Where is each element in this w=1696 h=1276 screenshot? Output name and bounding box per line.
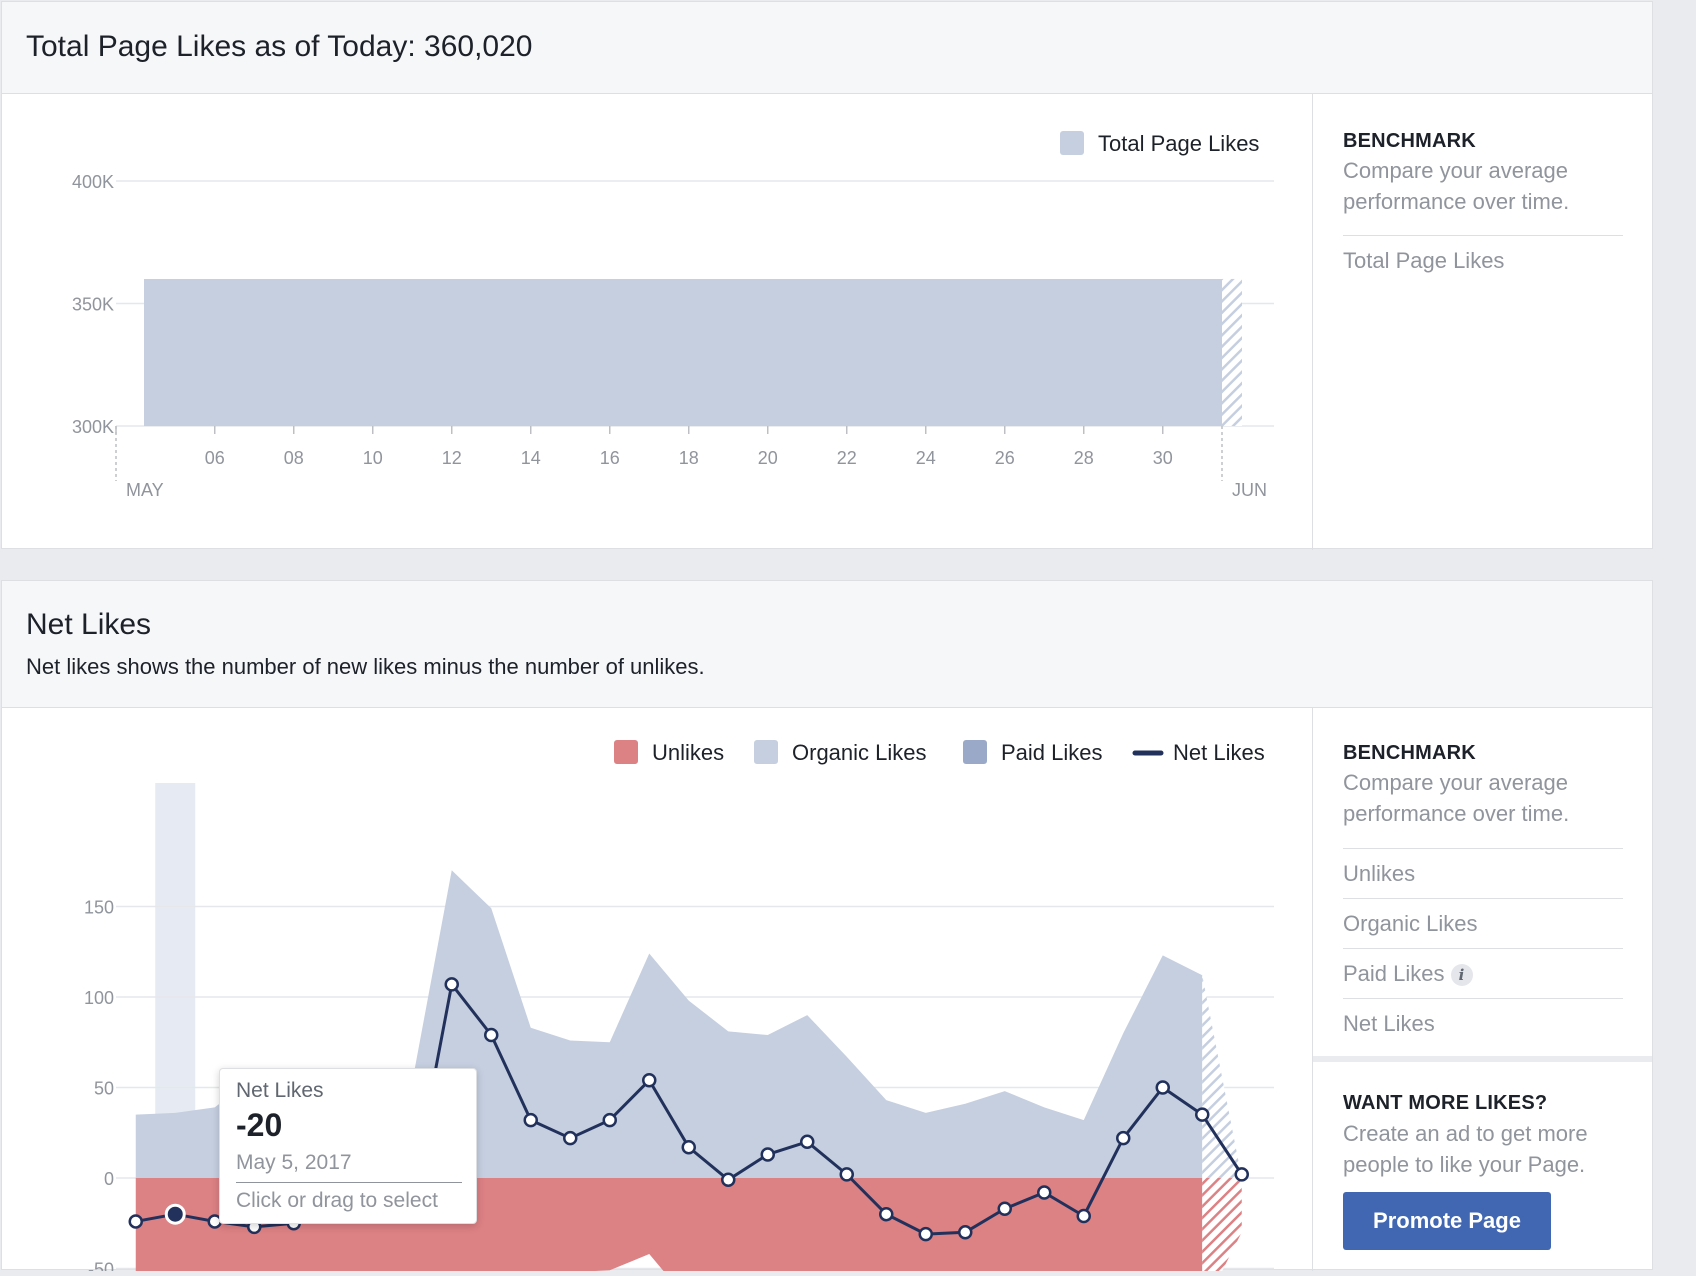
total-likes-partial-area <box>1222 278 1242 426</box>
y-tick-label: 300K <box>72 417 114 437</box>
y-tick-label: 100 <box>84 988 114 1008</box>
tooltip-label: Net Likes <box>236 1079 324 1102</box>
x-tick-label: 06 <box>205 448 225 468</box>
net-likes-point <box>1076 1208 1091 1224</box>
tooltip-hint: Click or drag to select <box>236 1189 438 1212</box>
net-likes-point <box>879 1206 894 1222</box>
y-tick-label: 150 <box>84 898 114 918</box>
net-likes-point <box>918 1226 933 1242</box>
tooltip-date: May 5, 2017 <box>236 1151 352 1174</box>
legend-swatch-organic-likes <box>754 740 778 764</box>
tooltip-value: -20 <box>236 1107 283 1143</box>
benchmark-item-net-likes[interactable]: Net Likes <box>1343 998 1623 1049</box>
month-label: MAY <box>126 480 164 500</box>
net-likes-point <box>681 1139 696 1155</box>
total-likes-area <box>144 278 1222 426</box>
promo-description: Create an ad to get more people to like … <box>1343 1121 1588 1177</box>
net-likes-point <box>1155 1080 1170 1095</box>
total-likes-chart[interactable]: 300K 350K 400K 06 08 10 12 14 16 18 20 22 24 26 28 30 MA… <box>2 94 1315 550</box>
legend-swatch-unlikes <box>614 740 638 764</box>
net-likes-chart[interactable]: -50 0 50 100 150 Unlikes Organic Likes Paid Lik… <box>2 708 1312 1276</box>
net-likes-sidebar: BENCHMARK Compare your average performan… <box>1312 708 1652 1271</box>
benchmark-item-paid-likes-label: Paid Likes <box>1343 961 1445 986</box>
total-likes-chart-svg[interactable]: 300K 350K 400K 06 08 10 12 14 16 18 20 22 24 26 28 30 MA… <box>2 94 1315 550</box>
net-likes-header: Net Likes Net likes shows the number of … <box>2 581 1652 708</box>
benchmark-item-paid-likes[interactable]: Paid Likes i <box>1343 948 1623 999</box>
tooltip-divider <box>236 1182 462 1183</box>
net-likes-point <box>128 1214 143 1229</box>
y-tick-label: 400K <box>72 172 114 192</box>
legend-label-net-likes: Net Likes <box>1173 740 1265 765</box>
net-likes-point <box>800 1134 815 1150</box>
legend-label-total-page-likes: Total Page Likes <box>1098 131 1259 156</box>
x-tick-label: 10 <box>363 448 383 468</box>
benchmark-description: Compare your average performance over ti… <box>1343 770 1570 826</box>
benchmark-item-organic-likes[interactable]: Organic Likes <box>1343 898 1623 949</box>
net-likes-chart-svg[interactable]: -50 0 50 100 150 Unlikes Organic Likes Paid Lik… <box>2 708 1312 1276</box>
net-likes-point <box>1116 1130 1131 1146</box>
net-likes-subtitle: Net likes shows the number of new likes … <box>26 654 705 679</box>
promo-heading: WANT MORE LIKES? <box>1343 1092 1548 1114</box>
net-likes-point <box>164 1203 186 1225</box>
net-likes-point <box>958 1225 973 1240</box>
x-tick-label: 14 <box>521 448 541 468</box>
x-tick-label: 28 <box>1074 448 1094 468</box>
x-tick-label: 24 <box>916 448 936 468</box>
benchmark-heading: BENCHMARK <box>1343 130 1476 152</box>
legend-label-paid-likes: Paid Likes <box>1001 740 1103 765</box>
legend-swatch-paid-likes <box>963 740 987 764</box>
x-tick-label: 20 <box>758 448 778 468</box>
x-tick-label: 30 <box>1153 448 1173 468</box>
benchmark-description: Compare your average performance over ti… <box>1343 158 1570 214</box>
x-tick-label: 12 <box>442 448 462 468</box>
net-likes-point <box>1234 1167 1249 1182</box>
net-likes-point <box>1195 1107 1210 1122</box>
net-likes-point <box>523 1112 538 1128</box>
promote-page-button[interactable]: Promote Page <box>1343 1192 1551 1250</box>
total-likes-title: Total Page Likes as of Today: 360,020 <box>26 30 533 63</box>
benchmark-item-total-page-likes[interactable]: Total Page Likes <box>1343 235 1623 286</box>
x-tick-label: 16 <box>600 448 620 468</box>
net-likes-point <box>444 977 459 992</box>
total-likes-card: Total Page Likes as of Today: 360,020 30… <box>1 1 1653 550</box>
x-tick-label: 08 <box>284 448 304 468</box>
x-tick-label: 26 <box>995 448 1015 468</box>
legend-label-organic-likes: Organic Likes <box>792 740 927 765</box>
net-likes-point <box>997 1201 1012 1217</box>
y-tick-label: 350K <box>72 295 114 315</box>
y-tick-label: 50 <box>94 1079 114 1099</box>
net-likes-point <box>721 1172 736 1188</box>
net-likes-point <box>602 1112 617 1128</box>
x-tick-label: 22 <box>837 448 857 468</box>
net-likes-point <box>760 1147 775 1162</box>
month-label: JUN <box>1232 480 1267 500</box>
organic-likes-partial-area <box>1202 975 1242 1178</box>
benchmark-item-unlikes[interactable]: Unlikes <box>1343 848 1623 899</box>
total-likes-header: Total Page Likes as of Today: 360,020 <box>2 2 1652 94</box>
unlikes-partial-area <box>1202 1178 1242 1276</box>
net-likes-point <box>1037 1185 1052 1200</box>
net-likes-tooltip: Net Likes -20 May 5, 2017 Click or drag … <box>219 1068 477 1224</box>
net-likes-point <box>484 1027 499 1043</box>
x-tick-label: 18 <box>679 448 699 468</box>
total-likes-benchmark: BENCHMARK Compare your average performan… <box>1312 94 1652 550</box>
y-tick-label: -50 <box>88 1260 114 1272</box>
net-likes-point <box>563 1130 578 1146</box>
y-tick-label: 0 <box>104 1169 114 1189</box>
legend-label-unlikes: Unlikes <box>652 740 724 765</box>
info-icon[interactable]: i <box>1450 964 1473 987</box>
net-likes-point <box>642 1073 657 1088</box>
net-likes-point <box>839 1167 854 1182</box>
net-likes-title: Net Likes <box>26 608 152 641</box>
benchmark-heading: BENCHMARK <box>1343 742 1476 764</box>
want-more-likes-panel: WANT MORE LIKES? Create an ad to get mor… <box>1313 1056 1652 1271</box>
legend-swatch-total-page-likes <box>1060 131 1084 155</box>
